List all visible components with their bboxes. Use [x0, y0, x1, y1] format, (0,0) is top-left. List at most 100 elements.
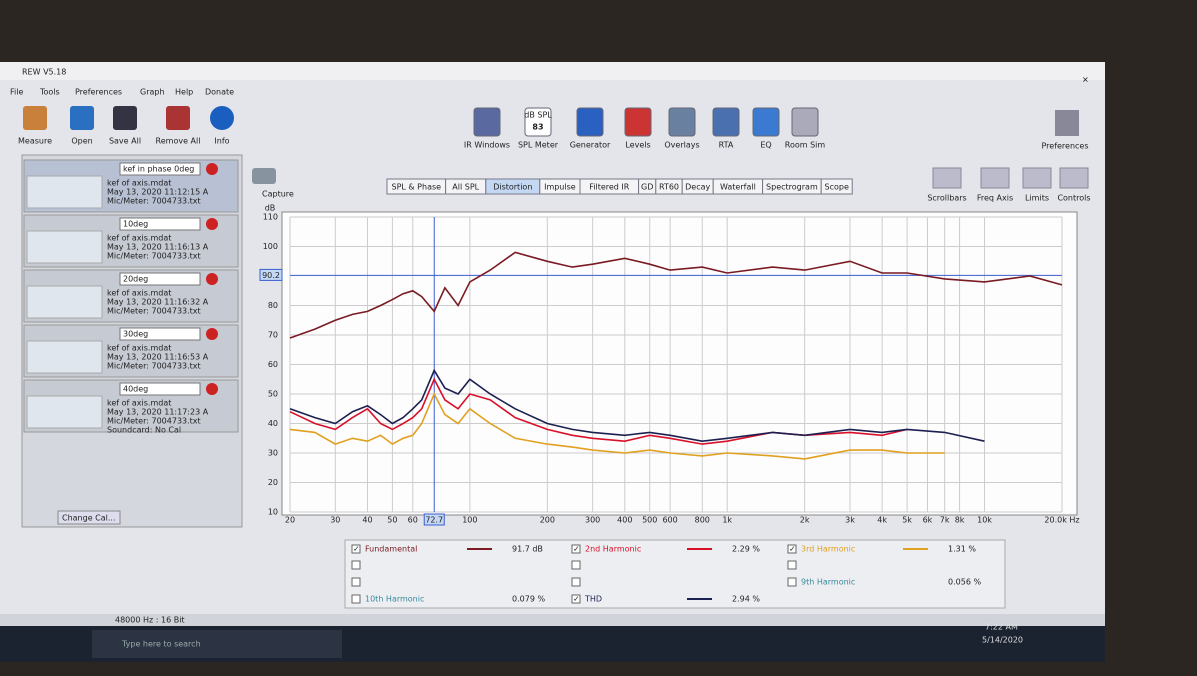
toolbar-icon[interactable]: [23, 106, 47, 130]
graph-tool-label[interactable]: Limits: [1025, 194, 1049, 203]
toolbar-label[interactable]: Room Sim: [785, 141, 826, 150]
name-box[interactable]: [119, 382, 201, 396]
legend-checkbox[interactable]: [351, 577, 361, 587]
toolbar-label[interactable]: Levels: [625, 141, 650, 150]
clock-date[interactable]: 5/14/2020: [982, 636, 1023, 645]
legend-checkbox[interactable]: [571, 560, 581, 570]
legend-check[interactable]: ✓: [573, 545, 580, 554]
graph-tool-label[interactable]: Controls: [1057, 194, 1090, 203]
menu-item[interactable]: Donate: [205, 88, 234, 97]
legend-check[interactable]: ✓: [573, 595, 580, 604]
toolbar-icon[interactable]: [524, 107, 552, 137]
legend-name[interactable]: 2nd Harmonic: [585, 545, 641, 554]
search-placeholder[interactable]: Type here to search: [121, 640, 201, 649]
graph-tab-label[interactable]: Scope: [825, 183, 849, 192]
legend-name[interactable]: 9th Harmonic: [801, 578, 855, 587]
legend-check[interactable]: ✓: [353, 545, 360, 554]
legend-checkbox[interactable]: [787, 577, 797, 587]
graph-tab-label[interactable]: GD: [641, 183, 653, 192]
legend-checkbox[interactable]: [571, 577, 581, 587]
remove-button[interactable]: [206, 383, 218, 395]
remove-button[interactable]: [206, 218, 218, 230]
measurement-name[interactable]: 40deg: [123, 385, 148, 394]
toolbar-label[interactable]: Preferences: [1041, 142, 1088, 151]
toolbar-label[interactable]: Generator: [570, 141, 611, 150]
graph-tool-icon[interactable]: [1022, 167, 1052, 189]
toolbar-label[interactable]: RTA: [719, 141, 734, 150]
toolbar-label[interactable]: Save All: [109, 137, 141, 146]
legend-checkbox[interactable]: [351, 594, 361, 604]
graph-tab-label[interactable]: Decay: [685, 183, 710, 192]
graph-tool-label[interactable]: Scrollbars: [927, 194, 966, 203]
graph-tool-icon[interactable]: [980, 167, 1010, 189]
remove-button[interactable]: [206, 163, 218, 175]
legend-checkbox[interactable]: [787, 544, 797, 554]
menu-item[interactable]: Graph: [140, 88, 165, 97]
graph-tab-label[interactable]: Spectrogram: [766, 183, 818, 192]
toolbar-label[interactable]: IR Windows: [464, 141, 510, 150]
menu-item[interactable]: Help: [175, 88, 193, 97]
legend-name[interactable]: 3rd Harmonic: [801, 545, 855, 554]
graph-tab-label[interactable]: Waterfall: [720, 183, 756, 192]
graph-tool-label[interactable]: Freq Axis: [977, 194, 1013, 203]
toolbar-icon[interactable]: [712, 107, 740, 137]
spl-reading[interactable]: 83: [532, 123, 543, 132]
graph-tool-icon[interactable]: [1059, 167, 1089, 189]
graph-tab-label[interactable]: Impulse: [544, 183, 576, 192]
toolbar-icon[interactable]: [473, 107, 501, 137]
change-cal-button[interactable]: [57, 510, 121, 525]
toolbar-label[interactable]: Measure: [18, 137, 52, 146]
toolbar-icon[interactable]: [624, 107, 652, 137]
measurement-name[interactable]: 10deg: [123, 220, 148, 229]
search-box[interactable]: [92, 630, 342, 658]
graph-tool-icon[interactable]: [932, 167, 962, 189]
graph-tab-label[interactable]: Filtered IR: [589, 183, 630, 192]
measurement-name[interactable]: 20deg: [123, 275, 148, 284]
toolbar-icon[interactable]: [576, 107, 604, 137]
name-box[interactable]: [119, 162, 201, 176]
legend-name[interactable]: 10th Harmonic: [365, 595, 424, 604]
graph-tab-label[interactable]: All SPL: [452, 183, 479, 192]
toolbar-icon[interactable]: [752, 107, 780, 137]
name-box[interactable]: [119, 327, 201, 341]
menu-item[interactable]: Preferences: [75, 88, 122, 97]
menu-item[interactable]: File: [10, 88, 23, 97]
legend-checkbox[interactable]: [571, 594, 581, 604]
legend-checkbox[interactable]: [351, 560, 361, 570]
capture-icon[interactable]: [252, 168, 276, 184]
graph-tab-label[interactable]: SPL & Phase: [392, 183, 442, 192]
toolbar-icon[interactable]: [1055, 110, 1079, 136]
name-box[interactable]: [119, 217, 201, 231]
legend-name[interactable]: Fundamental: [365, 545, 417, 554]
toolbar-icon[interactable]: [70, 106, 94, 130]
toolbar-label[interactable]: EQ: [760, 141, 771, 150]
toolbar-label[interactable]: Overlays: [664, 141, 699, 150]
toolbar-label[interactable]: Info: [214, 137, 229, 146]
legend-checkbox[interactable]: [351, 544, 361, 554]
toolbar-icon[interactable]: [210, 106, 234, 130]
legend-checkbox[interactable]: [571, 544, 581, 554]
measurement-name[interactable]: 30deg: [123, 330, 148, 339]
toolbar-label[interactable]: Open: [71, 137, 92, 146]
name-box[interactable]: [119, 272, 201, 286]
clock-time[interactable]: 7:22 AM: [985, 623, 1018, 632]
remove-button[interactable]: [206, 273, 218, 285]
graph-tab[interactable]: [820, 178, 853, 195]
toolbar-label[interactable]: Remove All: [156, 137, 201, 146]
toolbar-icon[interactable]: [113, 106, 137, 130]
graph-tab-label[interactable]: RT60: [659, 183, 679, 192]
toolbar-icon[interactable]: [791, 107, 819, 137]
menu-item[interactable]: Tools: [39, 88, 60, 97]
toolbar-icon[interactable]: [668, 107, 696, 137]
legend-checkbox[interactable]: [787, 560, 797, 570]
remove-button[interactable]: [206, 328, 218, 340]
change-cal-label[interactable]: Change Cal...: [62, 514, 116, 523]
measurement-name[interactable]: kef in phase 0deg: [123, 165, 194, 174]
toolbar-label[interactable]: SPL Meter: [518, 141, 559, 150]
graph-tab-label[interactable]: Distortion: [493, 183, 532, 192]
toolbar-icon[interactable]: [166, 106, 190, 130]
spl-unit[interactable]: dB SPL: [524, 111, 552, 120]
legend-name[interactable]: THD: [584, 595, 602, 604]
legend-check[interactable]: ✓: [789, 545, 796, 554]
capture-label[interactable]: Capture: [262, 190, 294, 199]
